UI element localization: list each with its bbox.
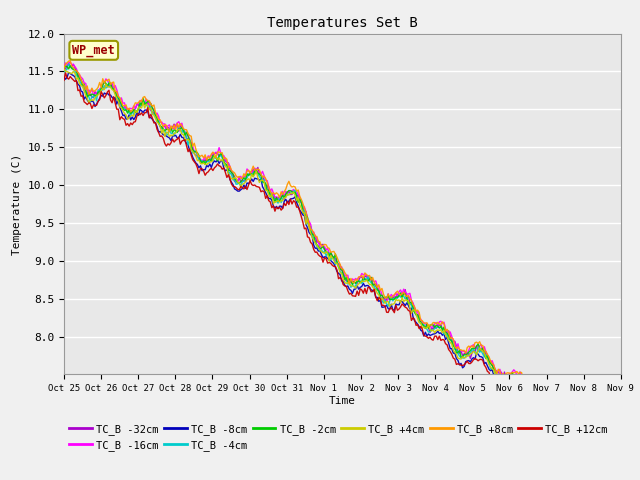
- Text: WP_met: WP_met: [72, 44, 115, 57]
- X-axis label: Time: Time: [329, 396, 356, 406]
- Y-axis label: Temperature (C): Temperature (C): [12, 154, 22, 254]
- Title: Temperatures Set B: Temperatures Set B: [267, 16, 418, 30]
- Legend: TC_B -32cm, TC_B -16cm, TC_B -8cm, TC_B -4cm, TC_B -2cm, TC_B +4cm, TC_B +8cm, T: TC_B -32cm, TC_B -16cm, TC_B -8cm, TC_B …: [69, 424, 608, 451]
